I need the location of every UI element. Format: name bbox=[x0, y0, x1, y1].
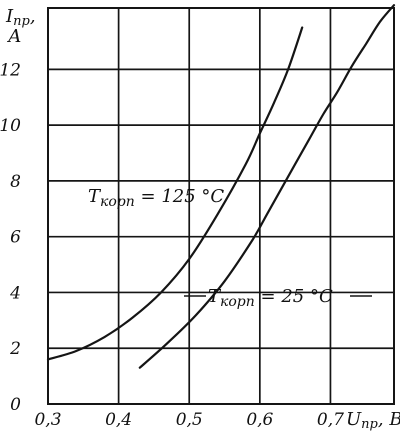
x-tick-label: 0,6 bbox=[246, 410, 273, 430]
x-tick-label: 0,5 bbox=[176, 410, 203, 430]
series-curve-0 bbox=[46, 26, 304, 361]
curves bbox=[46, 4, 396, 369]
x-axis-label-subscript: пр bbox=[361, 417, 378, 432]
series-curve-1 bbox=[138, 4, 396, 369]
x-tick-label: 0,3 bbox=[34, 410, 61, 430]
annotation-125c-suffix: = 125 °С bbox=[135, 186, 225, 207]
annotation-25c-subscript: корп bbox=[220, 294, 255, 310]
annotation-125c: Tкорп = 125 °С bbox=[88, 186, 224, 210]
x-tick-label: 0,4 bbox=[105, 410, 132, 430]
annotation-25c-text: Tкорп = 25 °С bbox=[208, 286, 333, 310]
annotation-125c-prefix: T bbox=[88, 186, 102, 207]
x-axis-label-symbol: U bbox=[346, 409, 362, 430]
y-axis-unit: А bbox=[6, 26, 22, 47]
x-axis-label: Uпр, В bbox=[346, 409, 400, 432]
annotation-25c-suffix: = 25 °С bbox=[255, 286, 333, 307]
y-axis-label-symbol: I bbox=[5, 6, 14, 27]
annotation-25c: Tкорп = 25 °С bbox=[184, 286, 372, 310]
y-tick-label: 12 bbox=[0, 60, 21, 80]
tick-labels: 0,3 0,4 0,5 0,6 0,7 0 2 4 6 8 10 12 bbox=[0, 60, 344, 430]
y-tick-label: 10 bbox=[0, 116, 21, 136]
y-tick-label: 2 bbox=[9, 339, 21, 359]
y-axis-label: Iпр, bbox=[5, 6, 36, 29]
y-axis-label-subscript: пр bbox=[13, 14, 30, 29]
y-axis-label-separator: , bbox=[30, 6, 36, 27]
annotation-125c-subscript: корп bbox=[100, 194, 135, 210]
y-tick-label: 6 bbox=[10, 228, 21, 248]
x-axis-label-unit: , В bbox=[378, 409, 400, 430]
y-tick-label: 0 bbox=[10, 395, 21, 415]
y-tick-label: 4 bbox=[9, 283, 21, 303]
x-tick-label: 0,7 bbox=[317, 410, 344, 430]
plot-frame bbox=[47, 7, 395, 405]
y-tick-label: 8 bbox=[10, 172, 21, 192]
annotation-125c-text: Tкорп = 125 °С bbox=[88, 186, 224, 210]
annotation-25c-prefix: T bbox=[208, 286, 222, 307]
